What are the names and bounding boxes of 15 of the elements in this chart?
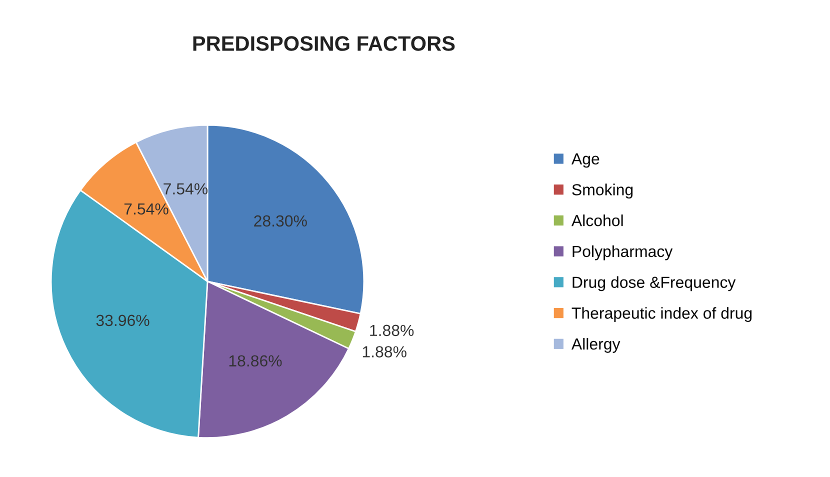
data-label: 1.88%	[370, 324, 414, 336]
legend-label: Therapeutic index of drug	[572, 307, 752, 322]
data-label: 28.30%	[254, 215, 307, 227]
chart-title: PREDISPOSING FACTORS	[193, 36, 455, 51]
data-label: 33.96%	[96, 314, 150, 326]
legend-label: Alcohol	[571, 214, 623, 226]
data-label: 7.54%	[164, 183, 208, 194]
legend-label: Polypharmacy	[572, 245, 673, 260]
legend-label: Smoking	[572, 184, 633, 199]
data-label: 18.86%	[229, 355, 282, 367]
data-label: 7.54%	[124, 203, 168, 215]
data-label: 1.88%	[362, 346, 406, 358]
legend-label: Age	[571, 153, 600, 168]
legend-label: Allergy	[571, 338, 620, 353]
legend-label: Drug dose &Frequency	[572, 276, 736, 292]
